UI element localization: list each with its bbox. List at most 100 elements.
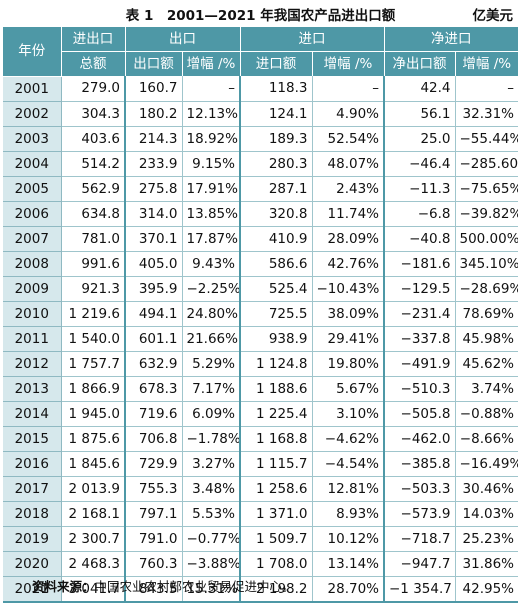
cell-total: 781.0 — [61, 226, 126, 252]
cell-export: 494.1 — [125, 301, 183, 327]
table-row: 2006 634.8 314.0 13.85% 320.8 11.74% −6.8 −39.8… — [3, 201, 518, 227]
cell-import: 725.5 — [240, 301, 313, 327]
table-row: 2020 2 468.3 760.3 −3.88% 1 708.0 13.14% −947.… — [3, 551, 518, 577]
cell-year: 2019 — [3, 526, 62, 552]
cell-net: −40.8 — [384, 226, 456, 252]
cell-import-growth: 8.93% — [312, 501, 385, 527]
cell-net: −573.9 — [384, 501, 456, 527]
cell-import: 1 225.4 — [240, 401, 313, 427]
cell-year: 2021 — [3, 576, 62, 603]
cell-export: 706.8 — [125, 426, 183, 452]
cell-import-growth: −10.43% — [312, 276, 385, 302]
cell-net: −231.4 — [384, 301, 456, 327]
table-row: 2012 1 757.7 632.9 5.29% 1 124.8 19.80% −491.9… — [3, 351, 518, 377]
cell-export: 797.1 — [125, 501, 183, 527]
cell-export: 760.3 — [125, 551, 183, 577]
cell-net: −718.7 — [384, 526, 456, 552]
cell-import-growth: 4.90% — [312, 101, 385, 127]
cell-net: −503.3 — [384, 476, 456, 502]
cell-net: −6.8 — [384, 201, 456, 227]
header-export-amount: 出口额 — [125, 51, 183, 76]
cell-net-growth: 32.31% — [455, 101, 518, 127]
cell-export-growth: 3.48% — [182, 476, 241, 502]
cell-net: −337.8 — [384, 326, 456, 352]
cell-net: 25.0 — [384, 126, 456, 152]
cell-import: 118.3 — [240, 76, 313, 102]
cell-year: 2009 — [3, 276, 62, 302]
table-row: 2004 514.2 233.9 9.15% 280.3 48.07% −46.4 −285.… — [3, 151, 518, 177]
cell-export-growth: 6.09% — [182, 401, 241, 427]
cell-net: −1 354.7 — [384, 576, 456, 603]
cell-import-growth: 42.76% — [312, 251, 385, 277]
table-row: 2016 1 845.6 729.9 3.27% 1 115.7 −4.54% −385.8… — [3, 451, 518, 477]
cell-total: 1 875.6 — [61, 426, 126, 452]
table-unit: 亿美元 — [472, 8, 514, 24]
cell-net-growth: −28.69% — [455, 276, 518, 302]
cell-total: 1 845.6 — [61, 451, 126, 477]
cell-import-growth: 10.12% — [312, 526, 385, 552]
table-row: 2014 1 945.0 719.6 6.09% 1 225.4 3.10% −505.8−… — [3, 401, 518, 427]
cell-net: 42.4 — [384, 76, 456, 102]
cell-year: 2003 — [3, 126, 62, 152]
cell-import-growth: 13.14% — [312, 551, 385, 577]
cell-year: 2004 — [3, 151, 62, 177]
cell-net-growth: −75.65% — [455, 176, 518, 202]
cell-export-growth: −3.88% — [182, 551, 241, 577]
cell-total: 2 168.1 — [61, 501, 126, 527]
header-import-growth: 增幅 /% — [312, 51, 385, 76]
source-label: 资料来源： — [32, 579, 95, 594]
cell-net: −947.7 — [384, 551, 456, 577]
cell-export-growth: 5.53% — [182, 501, 241, 527]
cell-export: 632.9 — [125, 351, 183, 377]
cell-total: 1 540.0 — [61, 326, 126, 352]
cell-net: −491.9 — [384, 351, 456, 377]
cell-total: 1 866.9 — [61, 376, 126, 402]
header-import-amount: 进口额 — [240, 51, 313, 76]
cell-export-growth: 18.92% — [182, 126, 241, 152]
cell-net-growth: −16.49% — [455, 451, 518, 477]
cell-net-growth: 78.69% — [455, 301, 518, 327]
cell-net-growth: −55.44% — [455, 126, 518, 152]
cell-net-growth: 31.86% — [455, 551, 518, 577]
cell-net-growth: −39.82% — [455, 201, 518, 227]
cell-net: −129.5 — [384, 276, 456, 302]
table-row: 2015 1 875.6 706.8 −1.78% 1 168.8 −4.62% −462.… — [3, 426, 518, 452]
cell-import: 586.6 — [240, 251, 313, 277]
cell-export: 233.9 — [125, 151, 183, 177]
table-row: 2001 279.0 160.7–118.3–42.4– — [3, 76, 518, 102]
cell-net-growth: 42.95% — [455, 576, 518, 603]
cell-import: 525.4 — [240, 276, 313, 302]
cell-export-growth: 17.87% — [182, 226, 241, 252]
cell-import-growth: 11.74% — [312, 201, 385, 227]
source-note: 资料来源：中国农业农村部农业贸易促进中心。 — [32, 576, 295, 595]
cell-export-growth: 12.13% — [182, 101, 241, 127]
cell-net: −46.4 — [384, 151, 456, 177]
cell-total: 403.6 — [61, 126, 126, 152]
cell-net: −510.3 — [384, 376, 456, 402]
cell-import-growth: 48.07% — [312, 151, 385, 177]
cell-import-growth: 19.80% — [312, 351, 385, 377]
cell-import: 1 708.0 — [240, 551, 313, 577]
cell-export: 729.9 — [125, 451, 183, 477]
cell-export: 719.6 — [125, 401, 183, 427]
cell-import: 938.9 — [240, 326, 313, 352]
cell-import: 1 115.7 — [240, 451, 313, 477]
cell-export-growth: 5.29% — [182, 351, 241, 377]
table-row: 2007 781.0 370.1 17.87% 410.9 28.09% −40.8 500.… — [3, 226, 518, 252]
cell-export: 180.2 — [125, 101, 183, 127]
cell-total: 514.2 — [61, 151, 126, 177]
cell-import: 1 124.8 — [240, 351, 313, 377]
header-total-sub: 总额 — [61, 51, 126, 76]
cell-export-growth: 3.27% — [182, 451, 241, 477]
cell-net-growth: 30.46% — [455, 476, 518, 502]
table-row: 2009 921.3 395.9 −2.25% 525.4 −10.43% −129.5 −2… — [3, 276, 518, 302]
cell-import-growth: 3.10% — [312, 401, 385, 427]
table-row: 2017 2 013.9 755.3 3.48% 1 258.6 12.81% −503.3… — [3, 476, 518, 502]
cell-import-growth: 52.54% — [312, 126, 385, 152]
cell-export: 843.5 — [125, 576, 183, 603]
cell-export-growth: 9.15% — [182, 151, 241, 177]
table-title: 表 1 2001—2021 年我国农产品进出口额 — [125, 8, 396, 24]
cell-export: 601.1 — [125, 326, 183, 352]
cell-export: 370.1 — [125, 226, 183, 252]
